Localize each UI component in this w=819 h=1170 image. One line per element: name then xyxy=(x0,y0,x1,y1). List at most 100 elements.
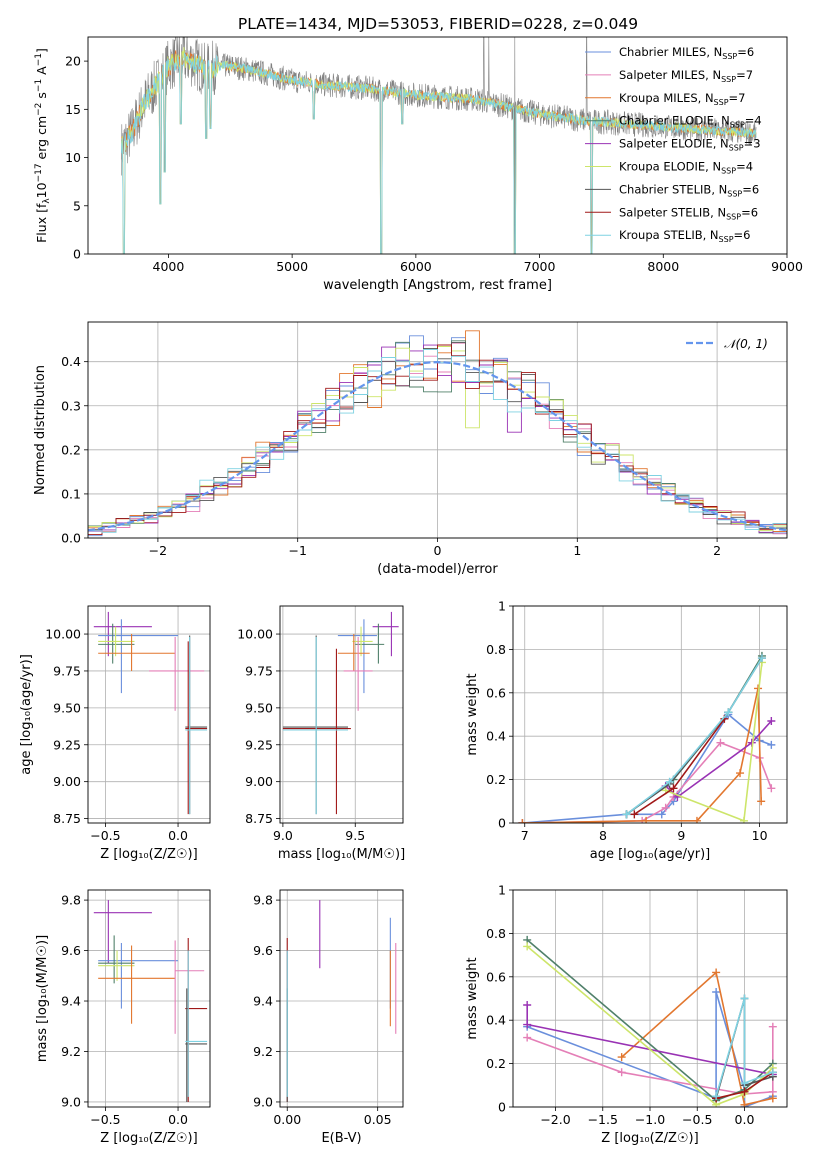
axes-border xyxy=(87,889,211,1108)
x-tick-label: 0.0 xyxy=(735,1112,755,1127)
axes-frame: 7 8 9 10 0 0.2 0.4 0.6 0.8 1 age [log₁₀(age/yr)] ma… xyxy=(465,599,788,862)
series-line-kroupa_stelib xyxy=(715,998,774,1097)
axes-border xyxy=(87,36,788,255)
y-tick-label: 9.00 xyxy=(245,774,273,789)
legend-label-normal: 𝒩(0, 1) xyxy=(724,337,768,351)
y-tick-label: 9.2 xyxy=(61,1044,81,1059)
x-tick-label: 9000 xyxy=(771,259,803,274)
series-marker-kroupa_elodie xyxy=(523,942,532,951)
axes-frame: −0.5 0.0 8.75 9.00 9.25 9.50 9.75 10.00 Z [log₁₀… xyxy=(19,605,211,862)
y-tick-label: 9.25 xyxy=(245,737,273,752)
series-marker-kroupa_stelib xyxy=(622,810,631,819)
x-axis-label: E(B-V) xyxy=(321,1131,361,1146)
series-marker-kroupa_elodie xyxy=(739,816,748,823)
x-axis-label: Z [log₁₀(Z/Z☉)] xyxy=(100,1131,197,1146)
grid xyxy=(280,890,403,1107)
legend-label-kroupa_elodie: Kroupa ELODIE, NSSP=4 xyxy=(619,160,753,176)
y-tick-label: 10.00 xyxy=(237,627,273,642)
y-label-sup: −1 xyxy=(34,53,44,66)
plot-area xyxy=(88,330,787,537)
axes-border xyxy=(87,605,211,824)
legend: Chabrier MILES, NSSP=6 Salpeter MILES, NS… xyxy=(585,45,762,244)
series-marker-kroupa_miles xyxy=(736,769,745,778)
y-axis-label: age [log₁₀(age/yr)] xyxy=(19,654,34,775)
y-tick-label: 0 xyxy=(498,816,506,831)
y-tick-label: 5 xyxy=(73,198,81,213)
y-tick-label: 0.4 xyxy=(486,1013,506,1028)
series-marker-kroupa_stelib xyxy=(740,994,749,1003)
y-tick-label: 9.25 xyxy=(53,737,81,752)
grid xyxy=(513,605,787,824)
series-marker-salpeter_miles xyxy=(768,1022,777,1031)
figure-title: PLATE=1434, MJD=53053, FIBERID=0228, z=0… xyxy=(238,15,638,33)
y-tick-label: 9.6 xyxy=(253,943,273,958)
series-line-salpeter_elodie xyxy=(665,720,772,799)
legend-label-text: Chabrier STELIB, N xyxy=(619,182,727,196)
y-tick-label: 0 xyxy=(73,247,81,262)
y-tick-label: 0.2 xyxy=(61,442,81,457)
x-tick-label: 7 xyxy=(521,828,529,843)
legend-label-sub: SSP xyxy=(714,98,729,107)
series-marker-kroupa_miles xyxy=(518,819,527,823)
y-tick-label: 0.8 xyxy=(486,926,506,941)
x-tick-label: 5000 xyxy=(276,259,308,274)
axes-frame: −0.5 0.0 9.0 9.2 9.4 9.6 9.8 Z [log₁₀(Z/Z☉)] mas… xyxy=(35,889,211,1146)
panel-mass-vs-ebv: 0.00 0.05 9.0 9.2 9.4 9.6 9.8 E(B-V) xyxy=(253,889,404,1146)
y-tick-label: 9.2 xyxy=(253,1044,273,1059)
series-marker-salpeter_elodie xyxy=(523,1001,532,1010)
y-tick-label: 15 xyxy=(65,102,81,117)
legend-label-salpeter_stelib: Salpeter STELIB, NSSP=6 xyxy=(619,205,758,221)
legend-label-chabrier_miles: Chabrier MILES, NSSP=6 xyxy=(619,45,754,61)
x-tick-label: 0.0 xyxy=(168,1112,188,1127)
y-tick-label: 0.1 xyxy=(61,486,81,501)
x-tick-label: 0.05 xyxy=(364,1112,392,1127)
axes-border xyxy=(87,321,788,539)
y-tick-label: 0.4 xyxy=(486,729,506,744)
grid xyxy=(280,606,403,823)
y-axis-label: Normed distribution xyxy=(33,365,48,495)
axes-frame: −2 −1 0 1 2 0.0 0.1 0.2 0.3 0.4 (data-model)/error… xyxy=(33,321,788,577)
y-tick-label: 9.4 xyxy=(253,994,273,1009)
series-marker-kroupa_miles xyxy=(692,816,701,823)
y-tick-label: 9.75 xyxy=(53,663,81,678)
legend-label-kroupa_miles: Kroupa MILES, NSSP=7 xyxy=(619,91,745,107)
legend-label-tail: =4 xyxy=(745,114,762,128)
axes-border xyxy=(512,605,788,824)
y-label-part: ] xyxy=(34,48,49,53)
y-tick-label: 0.3 xyxy=(61,398,81,413)
x-tick-label: 1 xyxy=(573,543,581,558)
y-tick-label: 9.4 xyxy=(61,994,81,1009)
x-axis-label: age [log₁₀(age/yr)] xyxy=(590,847,711,862)
y-label-sup: −17 xyxy=(34,163,44,182)
series-line-kroupa_stelib xyxy=(626,657,763,815)
y-tick-label: 10.00 xyxy=(45,627,81,642)
x-axis-label: Z [log₁₀(Z/Z☉)] xyxy=(100,847,197,862)
series-marker-kroupa_stelib xyxy=(712,1092,721,1101)
legend-label-salpeter_miles: Salpeter MILES, NSSP=7 xyxy=(619,68,753,84)
x-tick-label: 9 xyxy=(677,828,685,843)
y-axis-label: Flux [fλ10−17 erg cm−2 s−1 A−1] xyxy=(34,48,52,243)
series-marker-salpeter_stelib xyxy=(740,1087,749,1096)
series-marker-salpeter_elodie xyxy=(523,1020,532,1029)
legend-label-tail: =3 xyxy=(744,137,761,151)
legend-label-text: Salpeter STELIB, N xyxy=(619,205,726,219)
grid xyxy=(88,890,210,1107)
grid xyxy=(88,606,210,823)
y-label-part: erg cm xyxy=(34,116,49,164)
series-marker-kroupa_miles xyxy=(617,1053,626,1062)
y-label-part: 10 xyxy=(34,182,49,198)
y-tick-label: 9.8 xyxy=(253,893,273,908)
series-marker-salpeter_miles xyxy=(523,1033,532,1042)
x-tick-label: −2.0 xyxy=(540,1112,570,1127)
series-marker-chabrier_miles xyxy=(767,740,776,749)
axes-border xyxy=(279,605,404,824)
x-tick-label: −0.5 xyxy=(90,828,120,843)
series-line-kroupa_miles xyxy=(621,970,773,1106)
x-tick-label: −2 xyxy=(149,543,167,558)
x-tick-label: 6000 xyxy=(400,259,432,274)
y-tick-label: 0.2 xyxy=(486,772,506,787)
legend-label-sub: SSP xyxy=(726,212,741,221)
x-tick-label: 0 xyxy=(434,543,442,558)
series-marker-kroupa_miles xyxy=(712,968,721,977)
series-line-chabrier_elodie xyxy=(626,655,763,815)
